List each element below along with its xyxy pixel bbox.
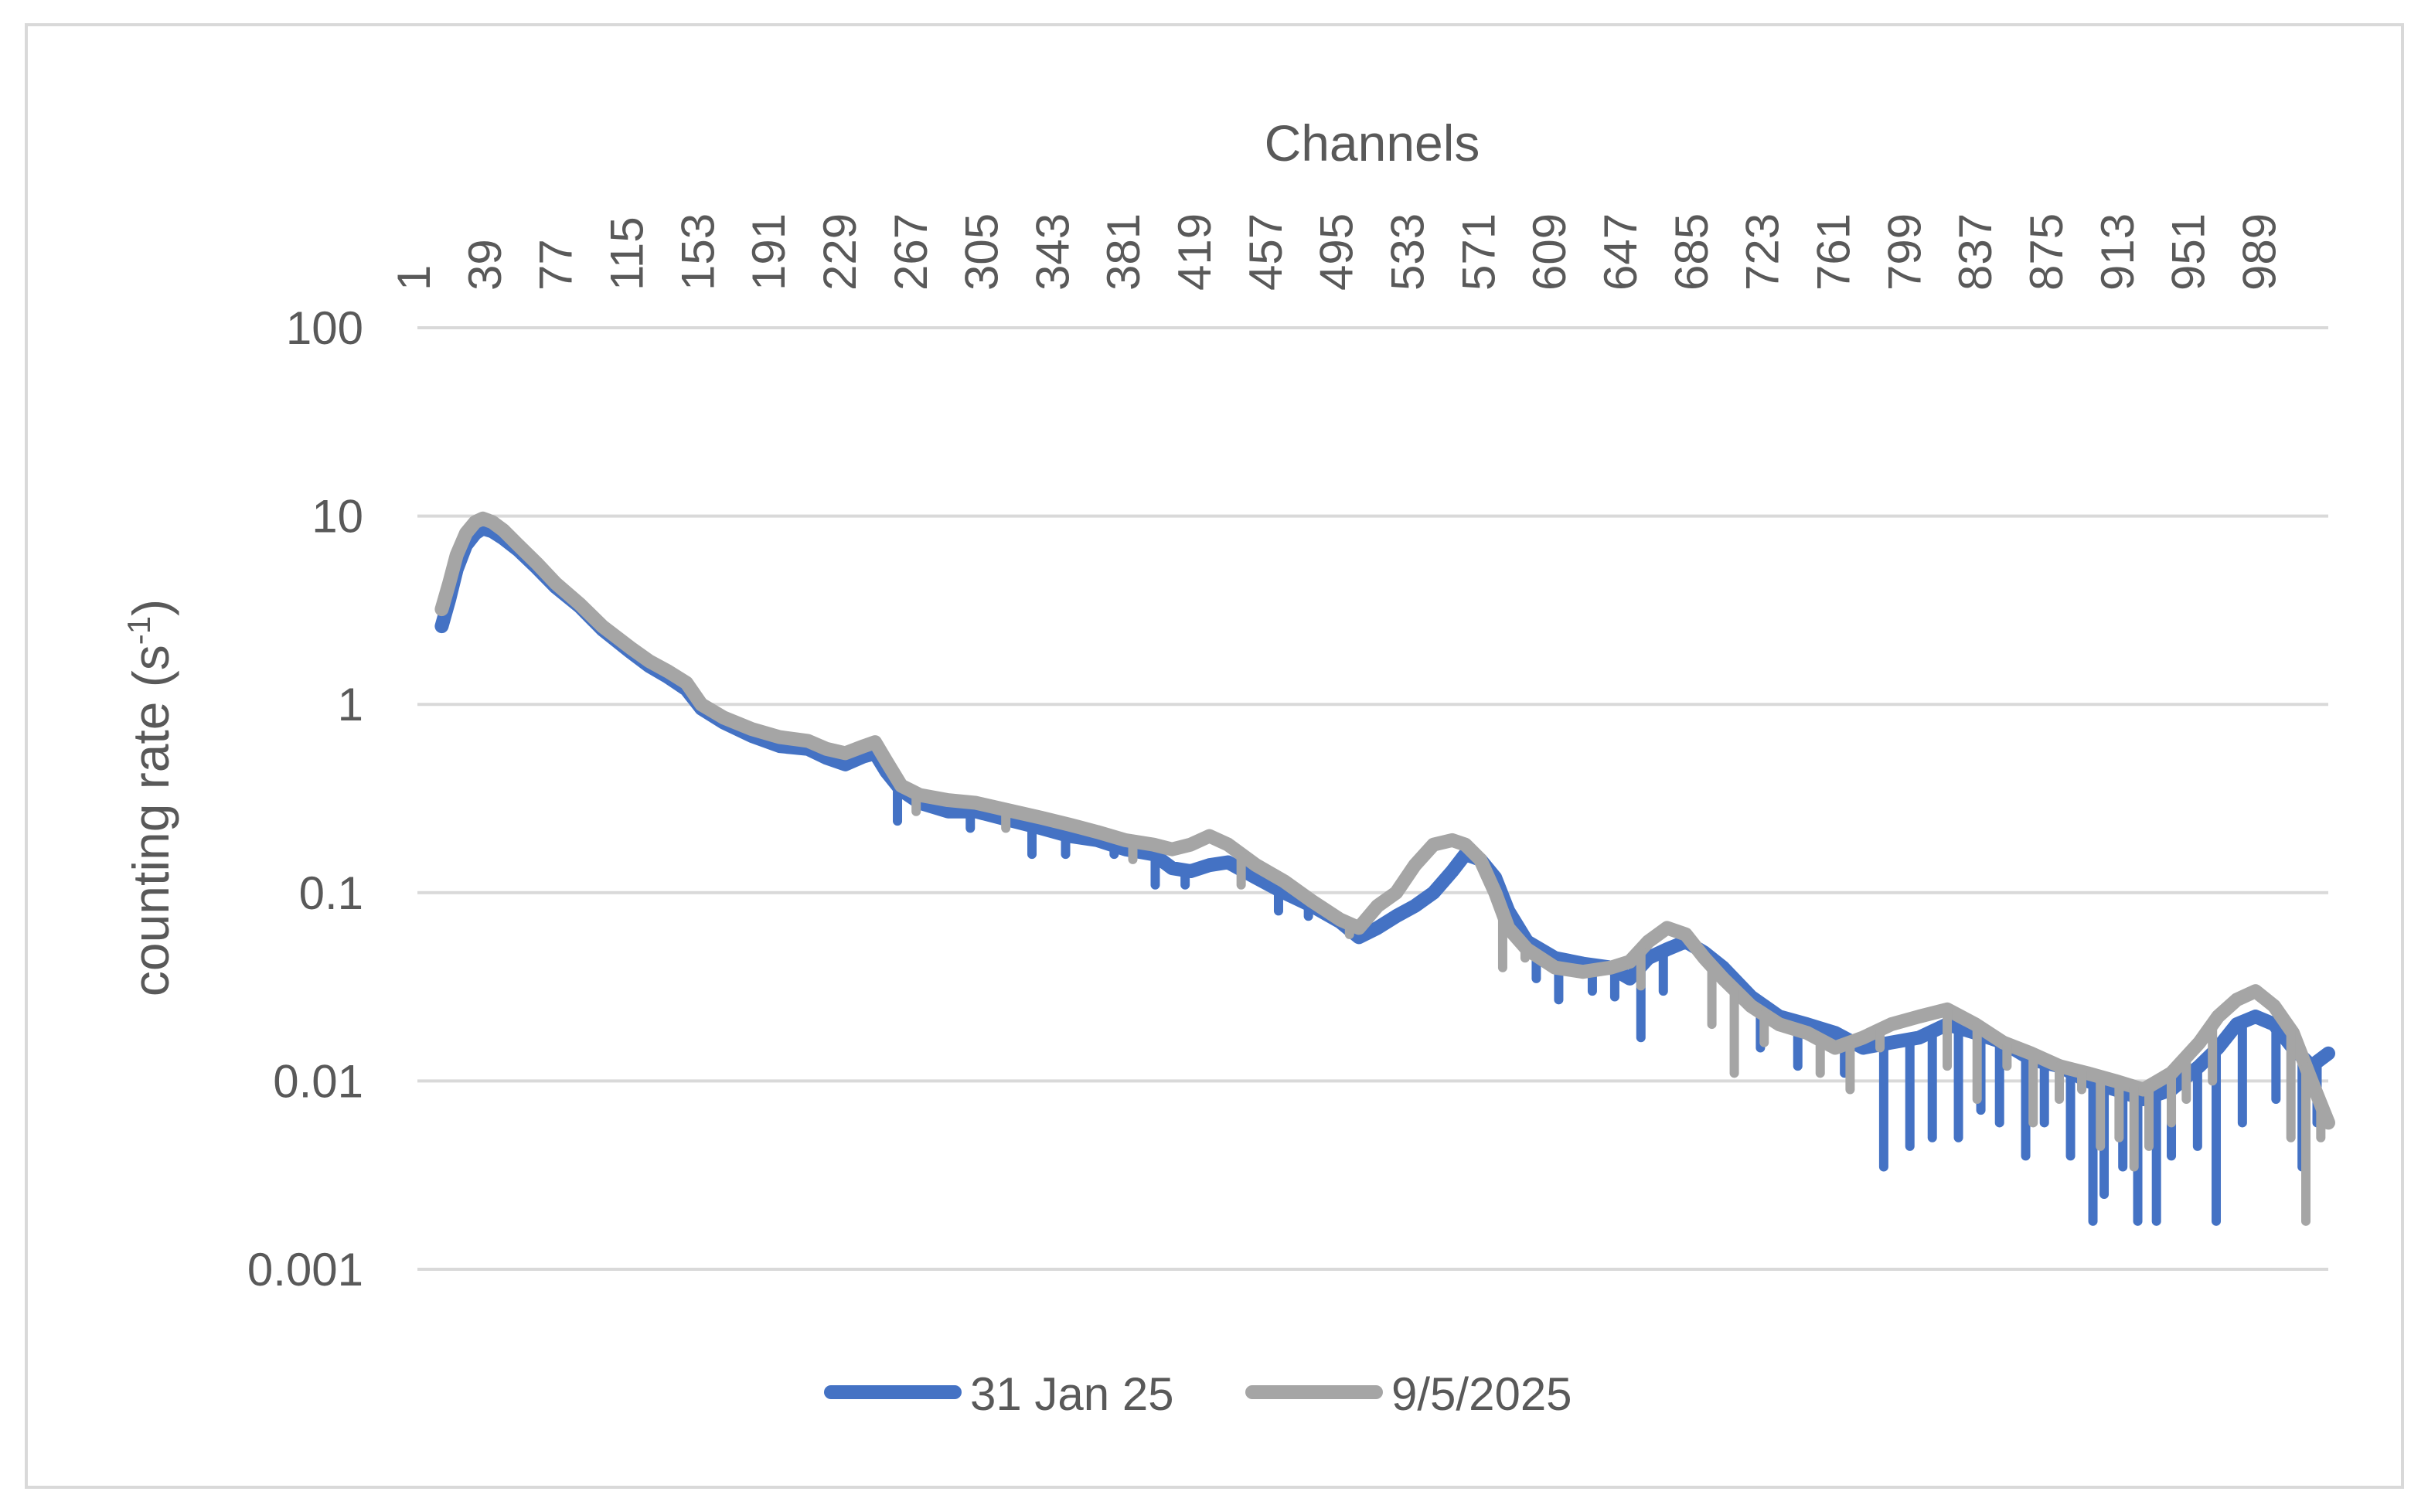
x-tick-label: 343: [1027, 213, 1078, 291]
legend-label-series-2: 9/5/2025: [1391, 1368, 1572, 1420]
x-tick-label: 495: [1311, 213, 1363, 291]
x-tick-label: 305: [956, 213, 1008, 291]
x-tick-label: 837: [1950, 213, 2001, 291]
x-tick-label: 951: [2163, 213, 2215, 291]
y-axis-title-suffix: ): [122, 599, 179, 616]
y-axis-title-superscript: -1: [121, 616, 157, 645]
x-tick-label: 989: [2233, 213, 2285, 291]
x-tick-label: 229: [814, 213, 866, 291]
x-tick-label: 685: [1666, 213, 1718, 291]
x-tick-label: 609: [1524, 213, 1575, 291]
series-lines: [434, 511, 2335, 1226]
x-tick-label: 761: [1807, 213, 1859, 291]
chart-frame: [25, 23, 2404, 1489]
x-tick-label: 533: [1382, 213, 1434, 291]
y-tick-label: 0.001: [247, 1244, 363, 1296]
legend: 31 Jan 25 9/5/2025: [824, 1368, 1572, 1420]
y-axis-tick-labels: 100 10 1 0.1 0.01 0.001: [247, 302, 363, 1296]
x-tick-label: 875: [2021, 213, 2072, 291]
y-tick-label: 100: [286, 302, 363, 354]
x-tick-label: 153: [672, 213, 724, 291]
legend-label-series-1: 31 Jan 25: [970, 1368, 1174, 1420]
y-tick-label: 1: [338, 679, 363, 730]
x-tick-label: 647: [1595, 213, 1646, 291]
x-tick-label: 115: [601, 216, 652, 291]
y-tick-label: 0.01: [273, 1055, 363, 1107]
y-tick-label: 0.1: [299, 867, 363, 919]
x-tick-label: 39: [459, 239, 511, 291]
x-tick-label: 913: [2092, 213, 2144, 291]
x-tick-label: 1: [388, 265, 440, 291]
series-line-1: [434, 521, 2335, 1106]
x-axis-tick-labels: 1 39 77 115 153 191 229 267 305 343 381 419 457 495 53…: [388, 213, 2285, 291]
x-tick-label: 191: [743, 213, 795, 291]
x-tick-label: 571: [1452, 213, 1504, 291]
x-axis-title: Channels: [1265, 114, 1480, 172]
x-tick-label: 77: [530, 239, 582, 291]
x-tick-label: 419: [1169, 213, 1221, 291]
series-line-2: [434, 511, 2335, 1130]
x-tick-label: 723: [1737, 213, 1789, 291]
x-tick-label: 799: [1878, 213, 1930, 291]
x-tick-label: 381: [1098, 213, 1149, 291]
y-axis-title-text: counting rate (s: [122, 645, 179, 996]
y-axis-title: counting rate (s-1): [121, 599, 179, 996]
y-tick-label: 10: [312, 491, 363, 543]
x-tick-label: 457: [1240, 213, 1292, 291]
x-tick-label: 267: [885, 213, 937, 291]
gridlines: [417, 326, 2328, 1271]
